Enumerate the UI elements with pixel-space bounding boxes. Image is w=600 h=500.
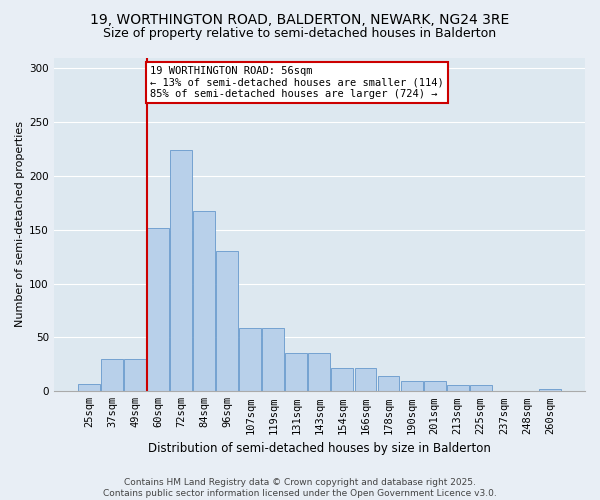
Bar xyxy=(170,150,192,392)
Bar xyxy=(355,368,376,392)
Bar xyxy=(424,380,446,392)
Bar xyxy=(101,359,123,392)
Bar xyxy=(286,352,307,392)
X-axis label: Distribution of semi-detached houses by size in Balderton: Distribution of semi-detached houses by … xyxy=(148,442,491,455)
Bar xyxy=(308,352,331,392)
Bar xyxy=(377,376,400,392)
Text: 19, WORTHINGTON ROAD, BALDERTON, NEWARK, NG24 3RE: 19, WORTHINGTON ROAD, BALDERTON, NEWARK,… xyxy=(91,12,509,26)
Text: 19 WORTHINGTON ROAD: 56sqm
← 13% of semi-detached houses are smaller (114)
85% o: 19 WORTHINGTON ROAD: 56sqm ← 13% of semi… xyxy=(150,66,444,100)
Bar xyxy=(539,389,561,392)
Bar xyxy=(147,228,169,392)
Bar xyxy=(124,359,146,392)
Bar xyxy=(78,384,100,392)
Bar xyxy=(216,252,238,392)
Bar xyxy=(401,380,422,392)
Bar xyxy=(239,328,261,392)
Bar xyxy=(470,385,491,392)
Bar xyxy=(331,368,353,392)
Bar xyxy=(262,328,284,392)
Bar xyxy=(193,212,215,392)
Bar xyxy=(447,385,469,392)
Text: Size of property relative to semi-detached houses in Balderton: Size of property relative to semi-detach… xyxy=(103,28,497,40)
Text: Contains HM Land Registry data © Crown copyright and database right 2025.
Contai: Contains HM Land Registry data © Crown c… xyxy=(103,478,497,498)
Y-axis label: Number of semi-detached properties: Number of semi-detached properties xyxy=(15,122,25,328)
